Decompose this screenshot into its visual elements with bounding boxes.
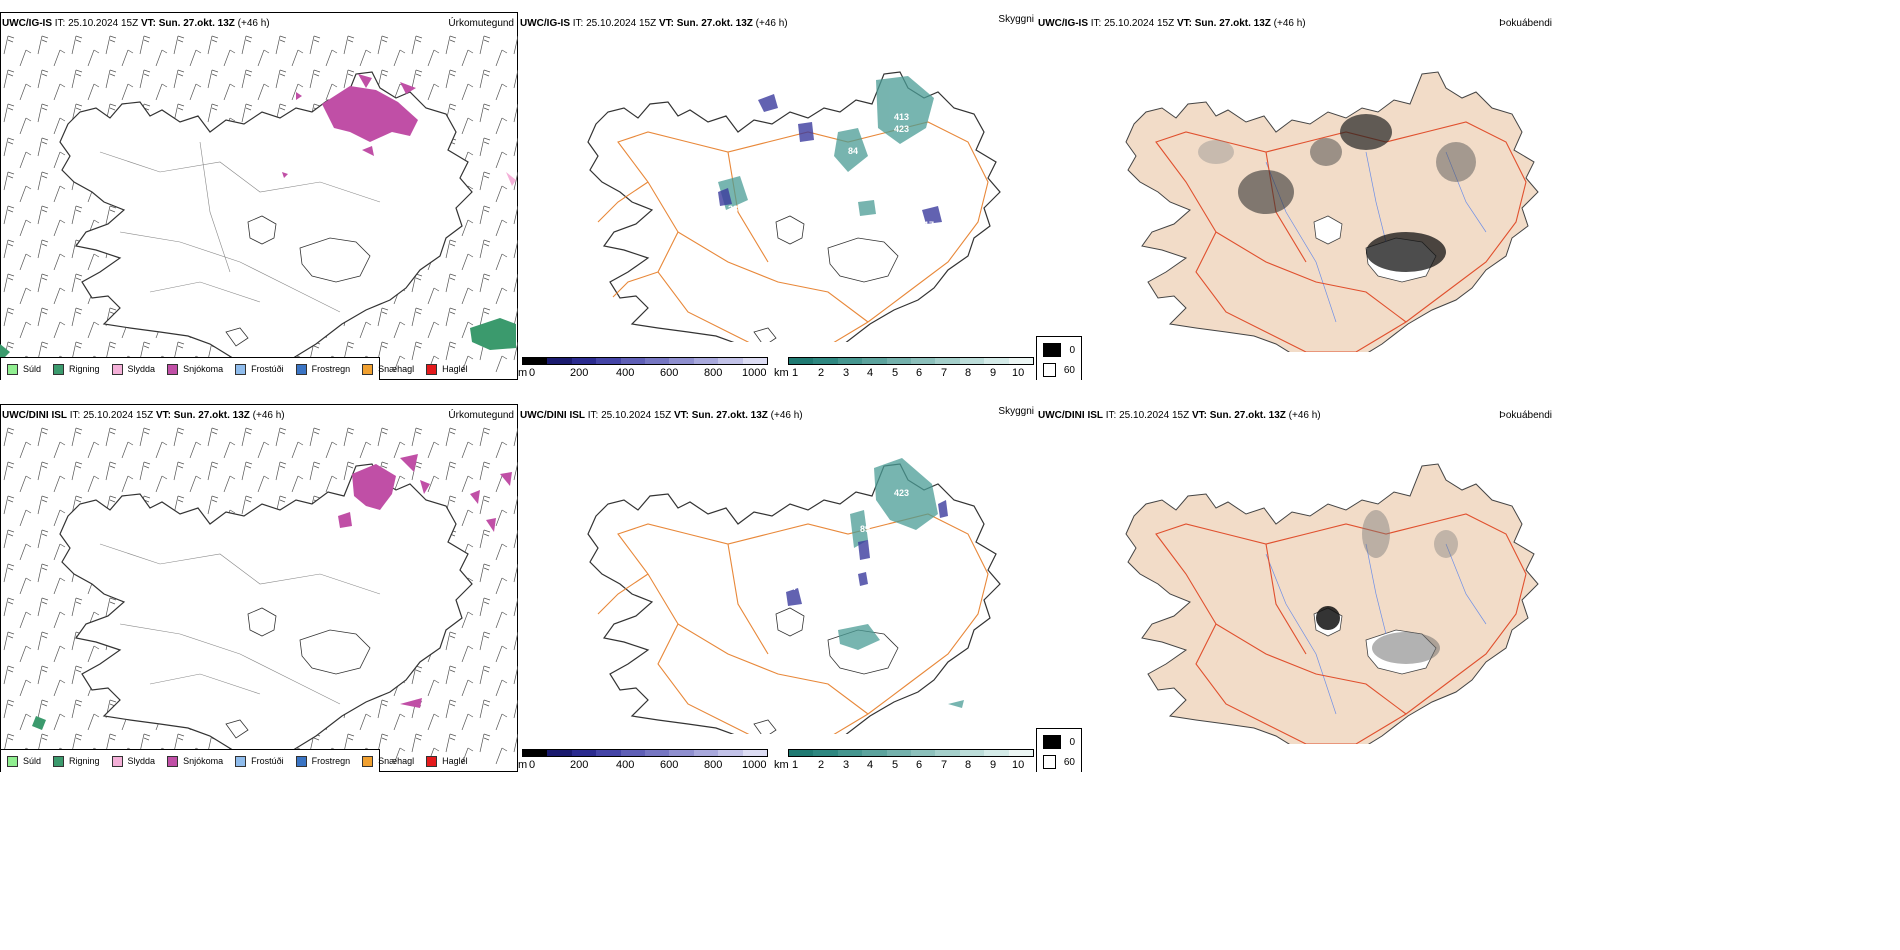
legend-item: Snæhagl bbox=[362, 755, 414, 767]
legend-swatch bbox=[362, 755, 374, 767]
fog-panel-1: UWC/IG-IS IT: 25.10.2024 15Z VT: Sun. 27… bbox=[1036, 10, 1556, 380]
precip-panel-2: UWC/DINI ISL IT: 25.10.2024 15Z VT: Sun.… bbox=[0, 402, 518, 772]
fog-map bbox=[1125, 71, 1539, 352]
cloud-number: 413 bbox=[894, 112, 909, 122]
legend-item: Rigning bbox=[53, 755, 100, 767]
panel-title: Skyggni bbox=[998, 406, 1034, 417]
fog-shading bbox=[1316, 510, 1458, 664]
fog-legend: 0 60 bbox=[1036, 728, 1082, 772]
legend-item: Snjókoma bbox=[167, 363, 223, 375]
cloud-number: 02 bbox=[780, 200, 790, 210]
legend-item: Frostregn bbox=[295, 755, 350, 767]
fog-legend: 0 60 bbox=[1036, 336, 1082, 380]
cloud-number: 89 bbox=[860, 524, 870, 534]
panel-title: Þokuábendi bbox=[1499, 410, 1552, 421]
legend-item: Slydda bbox=[111, 755, 155, 767]
cloud-panel-1: UWC/IG-IS IT: 25.10.2024 15Z VT: Sun. 27… bbox=[518, 14, 1034, 379]
legend-swatch bbox=[111, 363, 123, 375]
cloud-number: 423 bbox=[894, 488, 909, 498]
legend-item: Haglél bbox=[426, 755, 468, 767]
fog-legend-item: 60 bbox=[1043, 755, 1075, 769]
cloud-number: 84 bbox=[786, 582, 796, 592]
fog-legend-item: 0 bbox=[1043, 735, 1075, 749]
legend-swatch bbox=[362, 363, 374, 375]
legend-swatch bbox=[7, 755, 18, 767]
cloud-number: 84 bbox=[848, 146, 858, 156]
legend-swatch bbox=[426, 755, 438, 767]
legend-swatch bbox=[53, 755, 65, 767]
panel-header: UWC/IG-IS IT: 25.10.2024 15Z VT: Sun. 27… bbox=[520, 18, 788, 29]
rain-areas bbox=[32, 716, 46, 730]
legend-item: Snjókoma bbox=[167, 755, 223, 767]
visibility-colorbar bbox=[788, 749, 1034, 757]
legend-item: Haglél bbox=[426, 363, 468, 375]
panel-title: Úrkomutegund bbox=[448, 18, 514, 29]
legend-item: Frostregn bbox=[295, 363, 350, 375]
legend-item: Rigning bbox=[53, 363, 100, 375]
legend-swatch bbox=[7, 363, 18, 375]
ceiling-areas bbox=[786, 500, 948, 606]
precip-panel-1: UWC/IG-IS IT: 25.10.2024 15Z VT: Sun. 27… bbox=[0, 10, 518, 380]
precip-type-legend: Súld Rigning Slydda Snjókoma Frostúði Fr… bbox=[0, 749, 468, 772]
snow-areas bbox=[338, 454, 512, 708]
legend-swatch bbox=[295, 363, 307, 375]
panel-title: Skyggni bbox=[998, 14, 1034, 25]
panel-header: UWC/IG-IS IT: 25.10.2024 15Z VT: Sun. 27… bbox=[2, 18, 270, 29]
legend-item: Súld bbox=[7, 755, 41, 767]
cloud-number: 16 bbox=[816, 210, 826, 220]
legend-swatch bbox=[167, 755, 179, 767]
cloud-panel-2: UWC/DINI ISL IT: 25.10.2024 15Z VT: Sun.… bbox=[518, 406, 1034, 771]
cloud-number: 423 bbox=[894, 124, 909, 134]
rivers bbox=[1265, 543, 1487, 715]
roads bbox=[1155, 513, 1527, 744]
legend-item: Snæhagl bbox=[362, 363, 414, 375]
precip-map bbox=[0, 424, 518, 764]
precip-map bbox=[0, 32, 518, 372]
roads bbox=[597, 513, 989, 734]
legend-item: Frostúði bbox=[235, 755, 284, 767]
snow-areas bbox=[282, 74, 418, 178]
fog-shading bbox=[1198, 114, 1476, 272]
fog-legend-item: 0 bbox=[1043, 343, 1075, 357]
legend-swatch bbox=[53, 363, 65, 375]
legend-item: Súld bbox=[7, 363, 41, 375]
cloud-number: 106 bbox=[856, 176, 871, 186]
legend-swatch bbox=[235, 363, 247, 375]
cloud-number: 37 bbox=[858, 560, 868, 570]
legend-swatch bbox=[426, 363, 438, 375]
cloud-number: 17 bbox=[924, 220, 934, 230]
legend-swatch bbox=[235, 755, 247, 767]
panel-header: UWC/DINI ISL IT: 25.10.2024 15Z VT: Sun.… bbox=[520, 410, 803, 421]
cloud-map: 413 423 84 106 33 02 16 17 18 bbox=[587, 71, 1001, 342]
panel-header: UWC/IG-IS IT: 25.10.2024 15Z VT: Sun. 27… bbox=[1038, 18, 1306, 29]
legend-item: Frostúði bbox=[235, 363, 284, 375]
fog-map bbox=[1125, 463, 1539, 744]
precip-type-legend: Súld Rigning Slydda Snjókoma Frostúði Fr… bbox=[0, 357, 468, 380]
ceiling-areas bbox=[718, 94, 942, 224]
panel-header: UWC/DINI ISL IT: 25.10.2024 15Z VT: Sun.… bbox=[2, 410, 285, 421]
panel-title: Þokuábendi bbox=[1499, 18, 1552, 29]
cloud-number: 33 bbox=[728, 204, 738, 214]
ceiling-colorbar bbox=[522, 357, 768, 365]
legend-swatch bbox=[167, 363, 179, 375]
panel-title: Úrkomutegund bbox=[448, 410, 514, 421]
panel-header: UWC/DINI ISL IT: 25.10.2024 15Z VT: Sun.… bbox=[1038, 410, 1321, 421]
legend-swatch bbox=[295, 755, 307, 767]
fog-panel-2: UWC/DINI ISL IT: 25.10.2024 15Z VT: Sun.… bbox=[1036, 402, 1556, 772]
visibility-areas bbox=[838, 458, 964, 708]
cloud-number: 18 bbox=[946, 148, 956, 158]
legend-item: Slydda bbox=[111, 363, 155, 375]
ceiling-colorbar bbox=[522, 749, 768, 757]
legend-swatch bbox=[111, 755, 123, 767]
roads bbox=[597, 121, 989, 342]
cloud-map: 423 89 37 84 bbox=[587, 458, 1001, 734]
fog-legend-item: 60 bbox=[1043, 363, 1075, 377]
visibility-colorbar bbox=[788, 357, 1034, 365]
